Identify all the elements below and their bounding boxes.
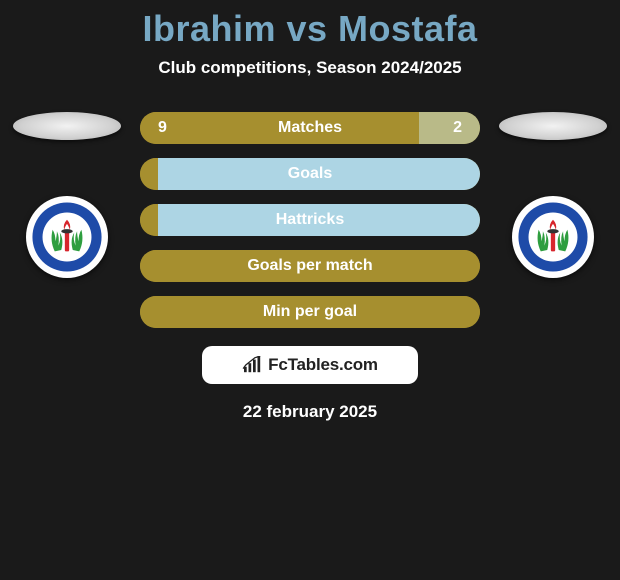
- stat-left-value: [140, 250, 462, 282]
- right-column: [498, 112, 608, 278]
- stat-left-value: 9: [140, 112, 419, 144]
- stat-left-value: 0: [140, 158, 158, 190]
- stat-right-value: [462, 250, 480, 282]
- stat-bars: 92Matches 0Goals 0Hattricks Goals per match…: [140, 112, 480, 328]
- stat-right-value: [158, 204, 480, 236]
- stat-row: 92Matches: [140, 112, 480, 144]
- infographic-root: Ibrahim vs Mostafa Club competitions, Se…: [0, 0, 620, 422]
- watermark: FcTables.com: [202, 346, 418, 384]
- chart-icon: [242, 356, 264, 374]
- club-badge-right: [512, 196, 594, 278]
- stat-row: Goals per match: [140, 250, 480, 282]
- club-crest-icon: [517, 201, 589, 273]
- stat-left-value: [140, 296, 462, 328]
- date-label: 22 february 2025: [0, 402, 620, 422]
- stat-row: Min per goal: [140, 296, 480, 328]
- player-photo-right: [499, 112, 607, 140]
- stat-row: 0Hattricks: [140, 204, 480, 236]
- page-title: Ibrahim vs Mostafa: [0, 0, 620, 50]
- stat-right-value: [158, 158, 480, 190]
- stat-right-value: 2: [419, 112, 480, 144]
- watermark-text: FcTables.com: [268, 355, 378, 375]
- main-row: 92Matches 0Goals 0Hattricks Goals per match…: [0, 112, 620, 328]
- stat-left-value: 0: [140, 204, 158, 236]
- club-badge-left: [26, 196, 108, 278]
- stat-row: 0Goals: [140, 158, 480, 190]
- club-crest-icon: [31, 201, 103, 273]
- left-column: [12, 112, 122, 278]
- subtitle: Club competitions, Season 2024/2025: [0, 58, 620, 78]
- player-photo-left: [13, 112, 121, 140]
- stat-right-value: [462, 296, 480, 328]
